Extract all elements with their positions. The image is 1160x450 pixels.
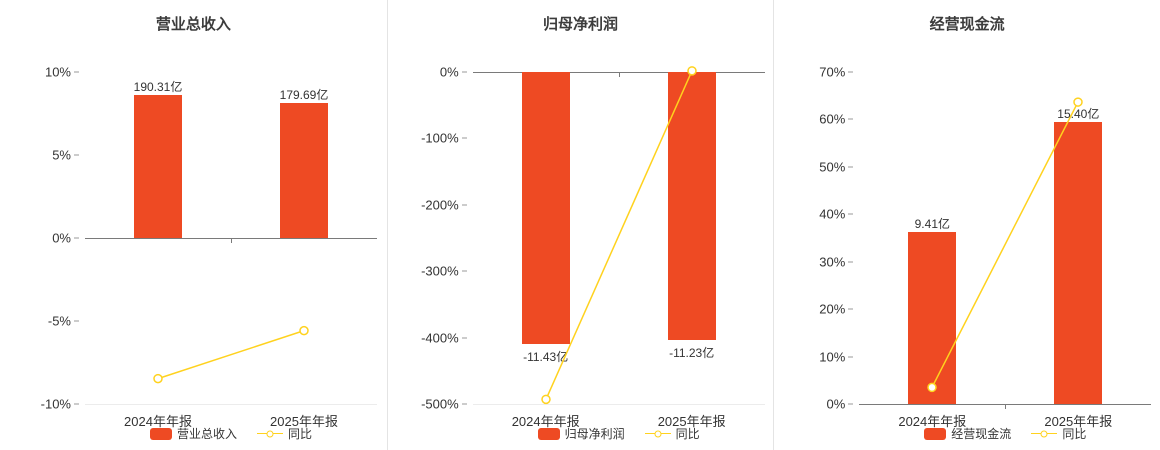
legend-item-bar[interactable]: 归母净利润 — [537, 425, 625, 442]
legend: 归母净利润 同比 — [473, 425, 765, 442]
y-tick-label: -10% — [41, 397, 79, 412]
y-tick-label: 10% — [819, 349, 854, 364]
line-marker-icon — [1031, 429, 1058, 439]
y-tick-label: 20% — [819, 302, 854, 317]
chart-panel-net-profit: 归母净利润 0% -100% -200% -300% -400% -500% -11.43… — [386, 0, 774, 450]
legend-label: 同比 — [1062, 427, 1087, 441]
bar-swatch-icon — [149, 427, 172, 440]
x-category-label: 2024年年报 — [124, 414, 192, 429]
legend-label: 营业总收入 — [176, 427, 237, 441]
yoy-line — [927, 97, 1084, 393]
axis-tick — [231, 238, 232, 243]
y-tick-label: 5% — [52, 148, 79, 163]
plot-area: 190.31亿 179.69亿 — [85, 72, 377, 405]
bar-swatch-icon — [924, 427, 947, 440]
x-category-label: 2025年年报 — [270, 414, 338, 429]
legend-item-bar[interactable]: 营业总收入 — [149, 425, 237, 442]
x-category-label: 2025年年报 — [1044, 414, 1113, 429]
bar-value-label: 179.69亿 — [279, 88, 329, 103]
legend-label: 归母净利润 — [564, 427, 625, 441]
y-tick-label: 60% — [819, 112, 854, 127]
y-tick-label: -300% — [421, 264, 467, 279]
x-category-label: 2024年年报 — [898, 414, 967, 429]
legend-item-line[interactable]: 同比 — [257, 425, 312, 442]
x-axis: 2024年年报 2025年年报 — [859, 411, 1151, 429]
chart-title: 营业总收入 — [155, 16, 231, 33]
bar[interactable] — [1054, 122, 1103, 404]
bar-value-label: 190.31亿 — [133, 80, 183, 95]
bar-value-label: -11.43亿 — [523, 350, 569, 365]
y-tick-label: -100% — [421, 131, 467, 146]
line-marker-icon — [644, 429, 671, 439]
bar[interactable] — [667, 72, 716, 340]
yoy-point[interactable] — [299, 325, 309, 336]
x-axis: 2024年年报 2025年年报 — [473, 411, 765, 429]
yoy-point[interactable] — [540, 394, 551, 405]
y-tick-label: 0% — [827, 397, 854, 412]
yoy-point[interactable] — [927, 382, 938, 393]
chart-panel-revenue: 营业总收入 10% 5% 0% -5% -10% 190.31亿 179.69亿 2024… — [0, 0, 387, 450]
yoy-line — [153, 325, 309, 384]
chart-panel-cash-flow: 经营现金流 70% 60% 50% 40% 30% 20% 10% 0% 9.41亿 15.40… — [773, 0, 1160, 450]
yoy-line — [540, 66, 697, 405]
legend-label: 同比 — [288, 427, 313, 441]
y-tick-label: 10% — [45, 65, 79, 80]
legend: 营业总收入 同比 — [85, 425, 377, 442]
bar[interactable] — [280, 103, 328, 238]
yoy-point[interactable] — [153, 373, 163, 384]
y-axis: 70% 60% 50% 40% 30% 20% 10% 0% — [774, 65, 854, 412]
legend-label: 经营现金流 — [951, 427, 1012, 441]
bar[interactable] — [908, 231, 957, 404]
line-marker-icon — [257, 429, 283, 439]
bar-value-label: 15.40亿 — [1057, 107, 1100, 122]
y-tick-label: 50% — [819, 159, 854, 174]
yoy-point[interactable] — [1073, 97, 1084, 107]
legend-item-bar[interactable]: 经营现金流 — [924, 425, 1011, 442]
y-axis: 10% 5% 0% -5% -10% — [0, 65, 79, 412]
y-tick-label: 70% — [819, 65, 854, 80]
chart-title: 经营现金流 — [929, 16, 1005, 33]
plot-area: 9.41亿 15.40亿 — [859, 72, 1152, 409]
chart-title: 归母净利润 — [542, 16, 618, 33]
legend-label: 同比 — [675, 427, 700, 441]
y-tick-label: 0% — [440, 65, 467, 80]
plot-area: -11.43亿 -11.23亿 — [472, 66, 765, 405]
x-category-label: 2024年年报 — [511, 414, 580, 429]
axis-tick — [618, 72, 620, 77]
axis-tick — [1005, 404, 1007, 409]
legend-item-line[interactable]: 同比 — [1031, 425, 1086, 442]
y-tick-label: 40% — [819, 207, 854, 222]
legend: 经营现金流 同比 — [859, 425, 1151, 442]
yoy-point[interactable] — [686, 66, 697, 76]
bar-value-label: 9.41亿 — [914, 216, 950, 231]
y-axis: 0% -100% -200% -300% -400% -500% — [388, 65, 467, 412]
y-tick-label: -500% — [421, 397, 467, 412]
bar[interactable] — [521, 72, 570, 345]
bar[interactable] — [134, 95, 182, 238]
x-axis: 2024年年报 2025年年报 — [85, 411, 377, 429]
bar-value-label: -11.23亿 — [669, 345, 715, 360]
y-tick-label: 0% — [52, 231, 79, 246]
y-tick-label: -400% — [421, 330, 467, 345]
bar-swatch-icon — [537, 427, 560, 440]
y-tick-label: -200% — [421, 197, 467, 212]
y-tick-label: 30% — [819, 254, 854, 269]
legend-item-line[interactable]: 同比 — [644, 425, 700, 442]
x-category-label: 2025年年报 — [657, 414, 726, 429]
y-tick-label: -5% — [48, 314, 79, 329]
